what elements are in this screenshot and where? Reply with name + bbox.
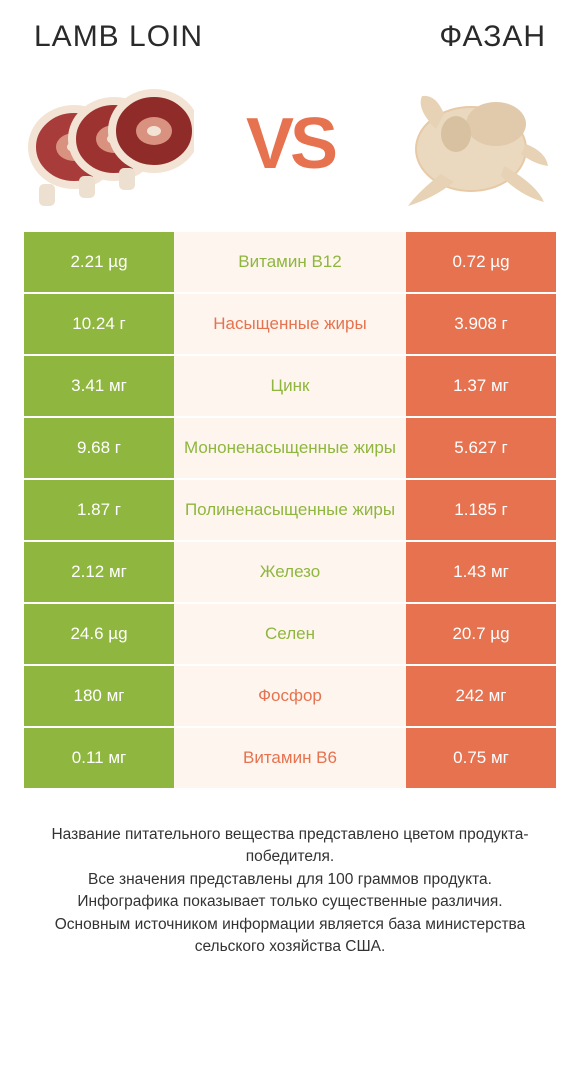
nutrient-label: Цинк (174, 356, 406, 416)
table-row: 24.6 µgСелен20.7 µg (24, 604, 556, 666)
nutrient-label: Полиненасыщенные жиры (174, 480, 406, 540)
pheasant-illustration (386, 74, 556, 214)
header: LAMB LOIN ФАЗАН (24, 20, 556, 60)
right-value: 1.37 мг (406, 356, 556, 416)
nutrient-label: Селен (174, 604, 406, 664)
left-value: 3.41 мг (24, 356, 174, 416)
footer-line: Основным источником информации является … (32, 914, 548, 959)
nutrient-label: Железо (174, 542, 406, 602)
hero-row: VS (24, 60, 556, 232)
table-row: 0.11 мгВитамин B60.75 мг (24, 728, 556, 790)
nutrient-label: Фосфор (174, 666, 406, 726)
nutrient-label: Витамин B12 (174, 232, 406, 292)
table-row: 9.68 гМононенасыщенные жиры5.627 г (24, 418, 556, 480)
nutrient-label: Насыщенные жиры (174, 294, 406, 354)
lamb-loin-illustration (24, 74, 194, 214)
table-row: 2.21 µgВитамин B120.72 µg (24, 232, 556, 294)
vs-label: VS (246, 103, 334, 185)
nutrient-label: Мононенасыщенные жиры (174, 418, 406, 478)
right-value: 0.75 мг (406, 728, 556, 788)
nutrient-label: Витамин B6 (174, 728, 406, 788)
table-row: 1.87 гПолиненасыщенные жиры1.185 г (24, 480, 556, 542)
table-row: 10.24 гНасыщенные жиры3.908 г (24, 294, 556, 356)
left-value: 9.68 г (24, 418, 174, 478)
footer-line: Название питательного вещества представл… (32, 824, 548, 869)
comparison-table: 2.21 µgВитамин B120.72 µg10.24 гНасыщенн… (24, 232, 556, 790)
footer-line: Инфографика показывает только существенн… (32, 891, 548, 913)
left-value: 2.12 мг (24, 542, 174, 602)
left-value: 0.11 мг (24, 728, 174, 788)
right-value: 1.43 мг (406, 542, 556, 602)
right-value: 5.627 г (406, 418, 556, 478)
left-value: 2.21 µg (24, 232, 174, 292)
right-value: 1.185 г (406, 480, 556, 540)
left-value: 1.87 г (24, 480, 174, 540)
table-row: 2.12 мгЖелезо1.43 мг (24, 542, 556, 604)
infographic-root: LAMB LOIN ФАЗАН (0, 0, 580, 1084)
right-value: 242 мг (406, 666, 556, 726)
footer-line: Все значения представлены для 100 граммо… (32, 869, 548, 891)
table-row: 3.41 мгЦинк1.37 мг (24, 356, 556, 418)
right-value: 3.908 г (406, 294, 556, 354)
left-value: 10.24 г (24, 294, 174, 354)
left-title: LAMB LOIN (34, 20, 203, 54)
left-value: 24.6 µg (24, 604, 174, 664)
left-value: 180 мг (24, 666, 174, 726)
table-row: 180 мгФосфор242 мг (24, 666, 556, 728)
right-value: 0.72 µg (406, 232, 556, 292)
right-value: 20.7 µg (406, 604, 556, 664)
footer-notes: Название питательного вещества представл… (24, 790, 556, 959)
right-title: ФАЗАН (439, 20, 546, 54)
